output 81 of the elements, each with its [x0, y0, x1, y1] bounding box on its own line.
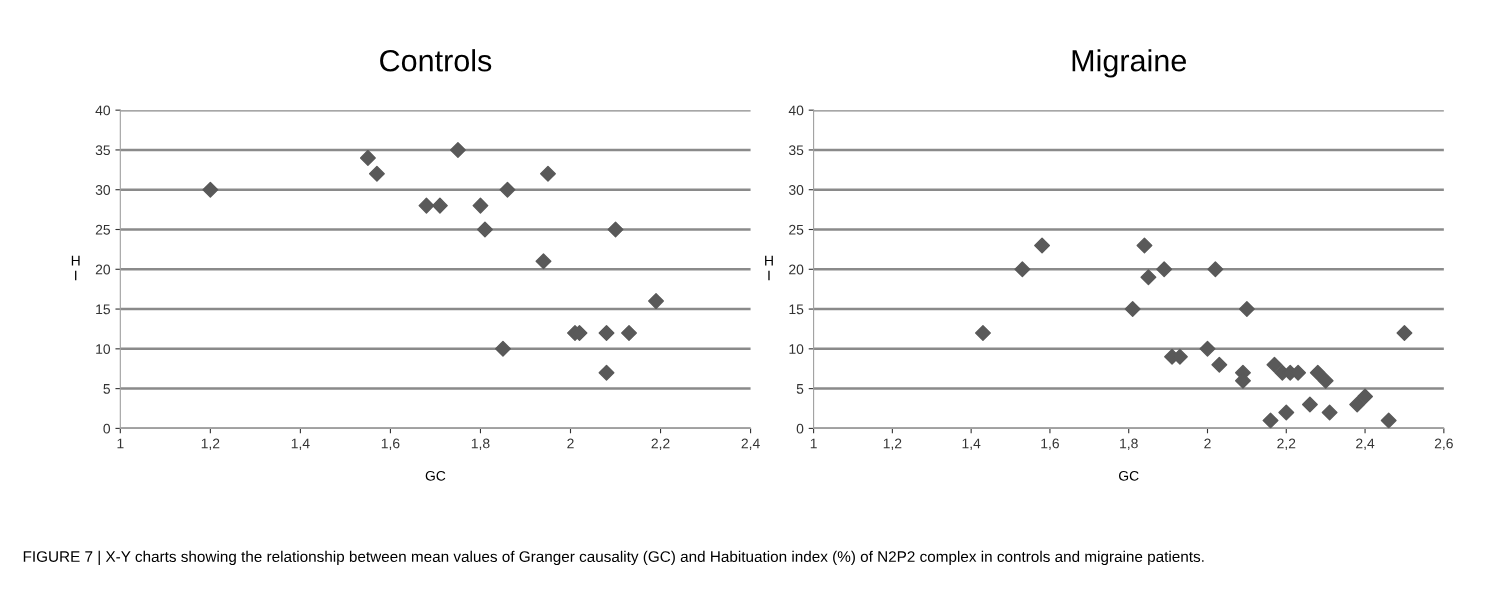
x-tick-label: 1,2 [201, 438, 220, 450]
point [418, 197, 435, 214]
x-tick-label: 1,6 [1041, 438, 1059, 450]
point [1136, 237, 1153, 254]
x-tick-label: 1 [117, 438, 124, 449]
caption: FIGURE 7 | X-Y charts showing the relationship between mean values of Granger causality (GC) and Habituation index (%) of N2P2 complex in controls and migraine patients. [23, 550, 1204, 566]
point [1238, 301, 1255, 318]
y-tick-label: 20 [789, 264, 804, 275]
point [368, 165, 385, 182]
chart-title: Migraine [1072, 49, 1186, 78]
y-tick-label: 25 [789, 224, 804, 235]
point [1357, 388, 1374, 405]
chart-title: Controls [380, 49, 492, 72]
x-tick-label: 2,2 [1277, 438, 1296, 450]
point [1262, 412, 1279, 429]
point [1266, 356, 1283, 373]
x-tick-label: 1,6 [381, 438, 400, 450]
y-tick-label: 35 [788, 145, 804, 156]
x-tick-label: 1 [810, 438, 817, 449]
point [499, 181, 516, 198]
y-tick-label: 5 [796, 384, 804, 394]
x-tick-label: 1,8 [1120, 438, 1138, 450]
point [974, 324, 991, 341]
x-tick-label: 1,4 [291, 438, 310, 450]
y-axis-title: HI [765, 255, 773, 281]
y-tick-label: 10 [96, 344, 111, 355]
point [1199, 340, 1216, 357]
point [1140, 269, 1157, 286]
point [1207, 261, 1224, 278]
y-tick-label: 0 [103, 423, 111, 434]
x-tick-label: 1,8 [471, 438, 490, 450]
y-tick-label: 25 [95, 224, 111, 235]
point [607, 221, 624, 238]
point [1317, 372, 1334, 389]
y-tick-label: 35 [95, 145, 111, 156]
y-tick-label: 30 [95, 185, 111, 195]
point [1124, 301, 1141, 318]
y-axis-title: HI [71, 255, 80, 281]
y-tick-label: 0 [796, 423, 804, 434]
point [535, 253, 552, 270]
point [476, 221, 493, 238]
x-tick-label: 2 [567, 438, 574, 449]
point [431, 197, 448, 214]
point [359, 149, 376, 166]
point [494, 340, 511, 357]
y-tick-label: 30 [788, 185, 804, 195]
x-tick-label: 2,4 [1356, 438, 1375, 450]
point [1014, 261, 1031, 278]
point [1034, 237, 1051, 254]
x-tick-label: 1,4 [962, 438, 981, 450]
y-tick-label: 40 [788, 105, 804, 116]
y-tick-label: 40 [95, 105, 111, 116]
point [1211, 356, 1228, 373]
x-tick-label: 1,2 [883, 438, 902, 450]
point [1396, 324, 1413, 341]
point [1321, 404, 1338, 421]
point [648, 293, 665, 310]
point [621, 324, 637, 341]
point [1349, 396, 1366, 413]
y-tick-label: 5 [103, 384, 111, 394]
point [1278, 404, 1295, 421]
x-tick-label: 2 [1204, 438, 1211, 449]
point [598, 324, 615, 341]
x-tick-label: 2,2 [651, 438, 670, 450]
point [1156, 261, 1173, 278]
point [1301, 396, 1318, 413]
point [1380, 412, 1397, 429]
point [202, 181, 219, 198]
point [540, 165, 556, 182]
y-tick-label: 15 [789, 304, 804, 315]
y-tick-label: 15 [96, 304, 111, 315]
x-tick-label: 2,6 [1434, 438, 1453, 450]
point [1309, 364, 1326, 381]
point [449, 141, 466, 158]
point [598, 364, 615, 381]
x-tick-label: 2,4 [741, 438, 760, 450]
x-axis-title: GC [425, 470, 446, 481]
point [472, 197, 489, 214]
y-tick-label: 20 [95, 264, 111, 275]
y-tick-label: 10 [789, 344, 804, 355]
x-axis-title: GC [1119, 470, 1139, 481]
